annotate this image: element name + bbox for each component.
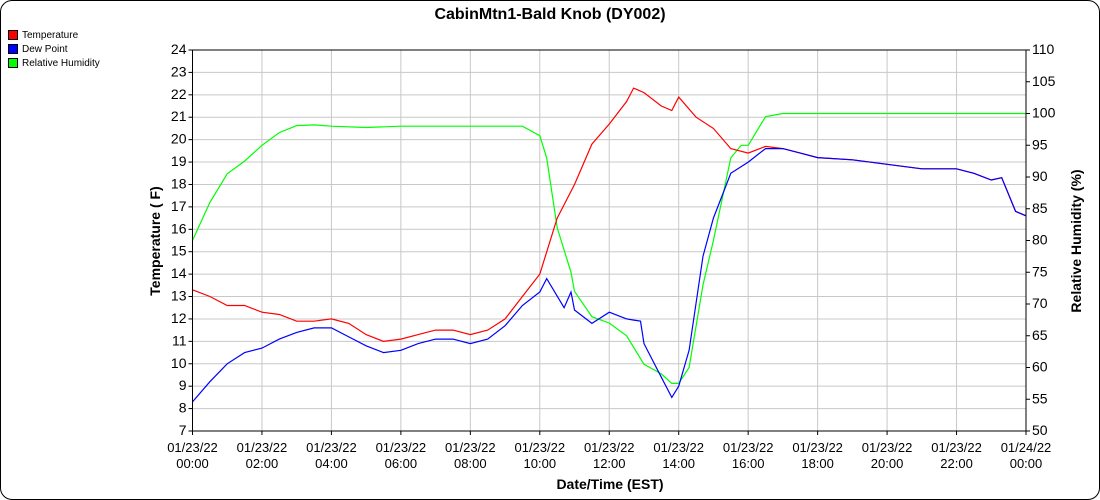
x-tick-label-date: 01/23/22 — [931, 440, 982, 455]
y-tick-label: 15 — [171, 243, 187, 259]
y2-tick-label: 75 — [1032, 263, 1048, 279]
y2-tick-label: 70 — [1032, 295, 1048, 311]
x-tick-label-time: 02:00 — [246, 456, 279, 471]
x-tick-label-date: 01/23/22 — [584, 440, 635, 455]
x-tick-label-date: 01/23/22 — [862, 440, 913, 455]
x-tick-label-time: 14:00 — [662, 456, 695, 471]
y-axis-label: Temperature ( F) — [147, 186, 163, 295]
y2-tick-label: 110 — [1032, 41, 1055, 57]
x-tick-label-date: 01/23/22 — [167, 440, 218, 455]
y-tick-label: 8 — [179, 400, 187, 416]
legend-item-dew-point: Dew Point — [8, 42, 100, 56]
legend-item-temperature: Temperature — [8, 28, 100, 42]
legend: Temperature Dew Point Relative Humidity — [8, 28, 100, 70]
y2-tick-label: 95 — [1032, 136, 1048, 152]
y-tick-label: 23 — [171, 63, 187, 79]
x-tick-label-date: 01/23/22 — [514, 440, 565, 455]
y2-tick-label: 90 — [1032, 168, 1048, 184]
x-tick-label-date: 01/23/22 — [445, 440, 496, 455]
dew-point-line — [192, 148, 1027, 403]
dew-point-swatch — [8, 44, 18, 54]
x-tick-label-time: 04:00 — [315, 456, 348, 471]
y-tick-label: 20 — [171, 131, 187, 147]
x-tick-label-time: 20:00 — [871, 456, 904, 471]
y2-tick-label: 100 — [1032, 105, 1056, 121]
y-tick-label: 21 — [171, 108, 187, 124]
y2-tick-label: 80 — [1032, 232, 1048, 248]
y-tick-label: 17 — [171, 198, 187, 214]
y-tick-label: 24 — [171, 41, 187, 57]
y-tick-label: 13 — [171, 288, 187, 304]
legend-label: Temperature — [22, 29, 79, 41]
y-tick-label: 11 — [172, 332, 187, 348]
y2-tick-label: 105 — [1032, 73, 1056, 89]
y2-tick-label: 50 — [1032, 422, 1048, 438]
x-tick-label-time: 00:00 — [1010, 456, 1043, 471]
x-tick-label-date: 01/23/22 — [306, 440, 357, 455]
x-tick-label-time: 08:00 — [454, 456, 487, 471]
plot-border — [192, 49, 1027, 432]
x-tick-label-time: 18:00 — [801, 456, 834, 471]
y-tick-label: 14 — [171, 265, 187, 281]
y-tick-label: 9 — [179, 377, 187, 393]
y-tick-label: 16 — [171, 220, 187, 236]
x-tick-label-date: 01/23/22 — [376, 440, 427, 455]
x-tick-label-time: 22:00 — [940, 456, 973, 471]
x-tick-label-date: 01/23/22 — [723, 440, 774, 455]
x-tick-label-time: 16:00 — [732, 456, 765, 471]
y-tick-label: 18 — [171, 175, 187, 191]
y-tick-label: 22 — [171, 86, 187, 102]
chart-title: CabinMtn1-Bald Knob (DY002) — [434, 6, 665, 23]
y2-tick-label: 65 — [1032, 327, 1048, 343]
x-tick-label-date: 01/23/22 — [237, 440, 288, 455]
x-axis-label: Date/Time (EST) — [556, 476, 663, 492]
y-tick-label: 12 — [171, 310, 187, 326]
legend-label: Dew Point — [22, 43, 68, 55]
y-tick-label: 7 — [179, 422, 187, 438]
legend-label: Relative Humidity — [22, 57, 100, 69]
y2-axis-label: Relative Humidity (%) — [1068, 169, 1084, 312]
y2-tick-label: 55 — [1032, 390, 1048, 406]
x-tick-label-time: 00:00 — [176, 456, 209, 471]
y2-tick-label: 85 — [1032, 200, 1048, 216]
x-tick-label-date: 01/24/22 — [1001, 440, 1052, 455]
relative-humidity-line — [191, 112, 1026, 384]
x-tick-label-time: 06:00 — [385, 456, 418, 471]
legend-item-relative-humidity: Relative Humidity — [8, 56, 100, 70]
y-tick-label: 19 — [171, 153, 187, 169]
y-tick-label: 10 — [171, 355, 187, 371]
x-tick-label-time: 12:00 — [593, 456, 626, 471]
x-tick-label-time: 10:00 — [524, 456, 557, 471]
x-tick-label-date: 01/23/22 — [792, 440, 843, 455]
y2-tick-label: 60 — [1032, 359, 1048, 375]
relative-humidity-swatch — [8, 58, 18, 68]
temperature-swatch — [8, 30, 18, 40]
x-tick-label-date: 01/23/22 — [653, 440, 704, 455]
